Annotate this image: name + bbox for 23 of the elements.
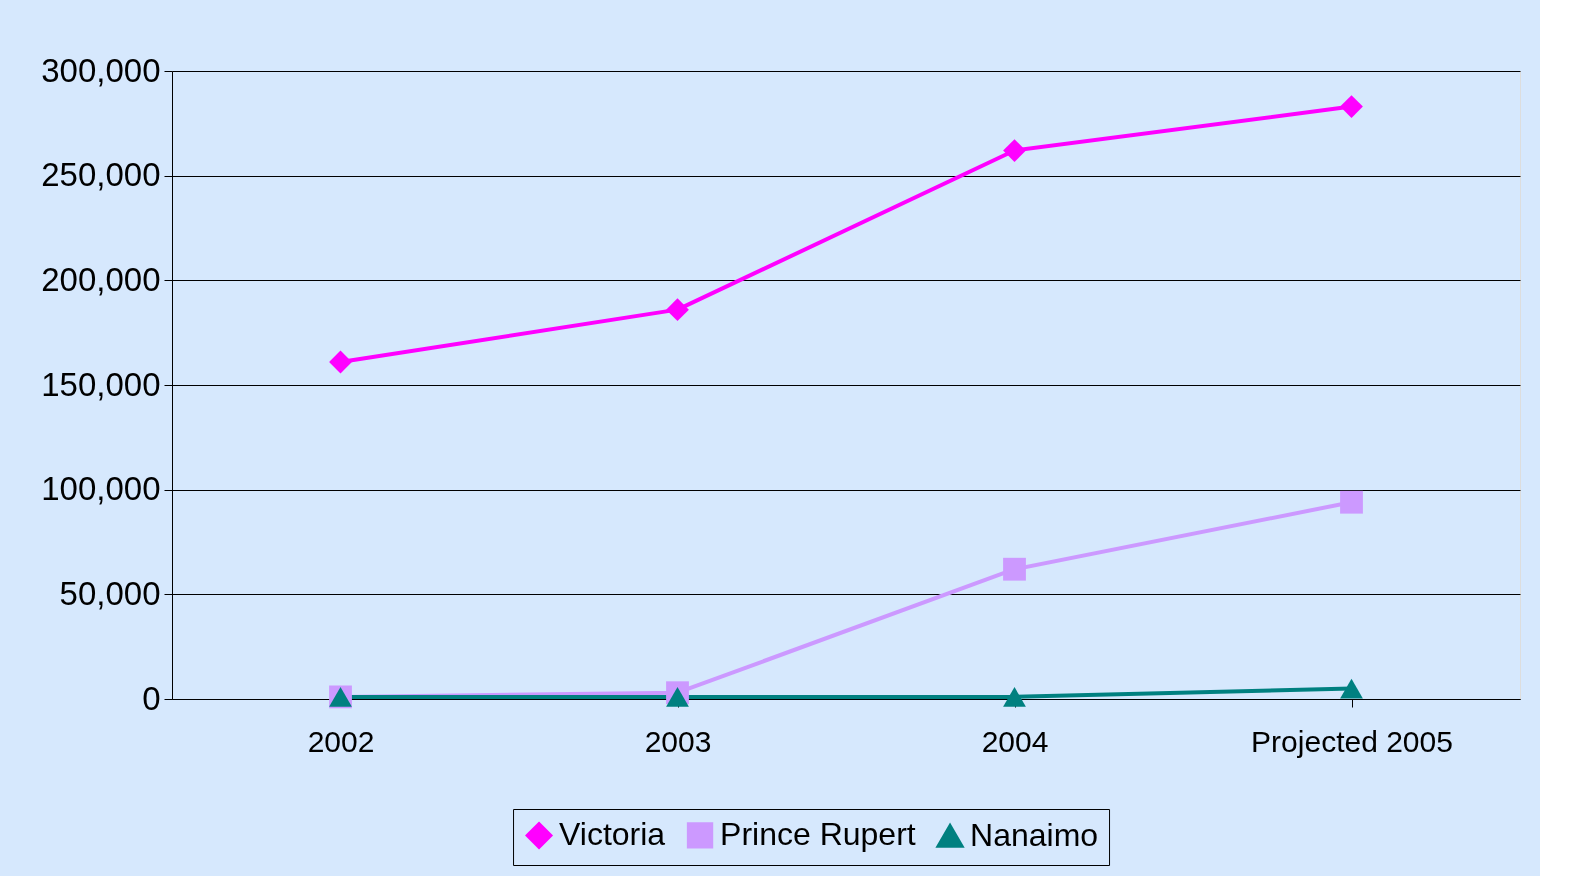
y-tick-label: 100,000 (41, 470, 161, 508)
legend-label: Nanaimo (970, 817, 1099, 854)
y-tick-label: 200,000 (41, 260, 161, 298)
point (329, 350, 352, 374)
legend-label: Victoria (559, 816, 666, 853)
point (1003, 687, 1026, 707)
y-tick-label: 0 (142, 679, 161, 717)
y-tick-label: 150,000 (41, 365, 161, 403)
y-tick-label: 250,000 (41, 156, 161, 194)
point (1003, 139, 1026, 162)
x-tick-label: 2003 (644, 724, 712, 758)
x-tick-label: 2004 (981, 724, 1049, 758)
legend-label: Prince Rupert (720, 816, 916, 853)
x-tick-label: 2002 (307, 724, 375, 758)
x-tick-label: Projected 2005 (1251, 724, 1453, 758)
y-tick-label: 300,000 (41, 51, 161, 89)
point (1003, 557, 1026, 581)
point (1340, 95, 1363, 118)
y-tick-label: 50,000 (59, 574, 161, 612)
point (666, 687, 689, 707)
point (1340, 678, 1363, 699)
point (666, 298, 689, 322)
point (1340, 490, 1363, 514)
